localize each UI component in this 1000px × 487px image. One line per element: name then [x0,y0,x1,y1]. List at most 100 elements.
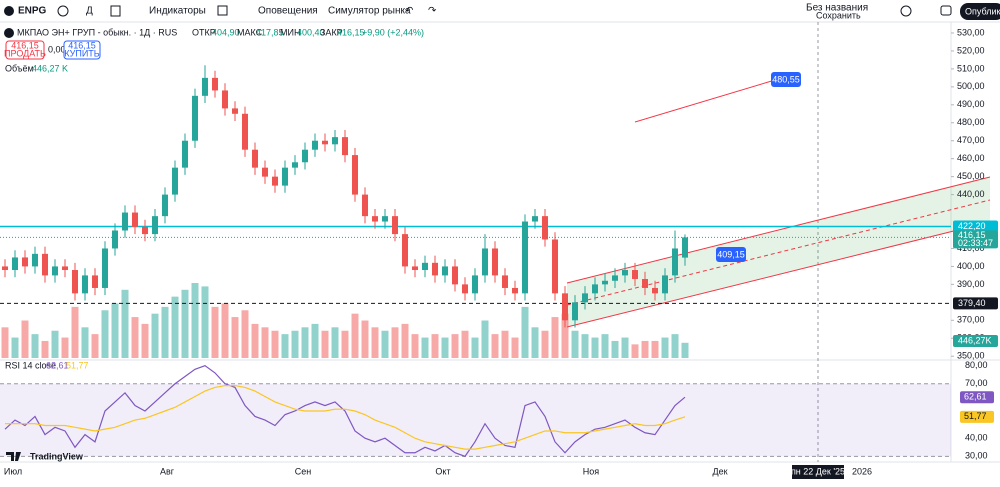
candle-body [632,270,638,279]
candle-body [552,239,558,294]
volume-bar [321,330,329,358]
symbol[interactable]: ENPG [18,6,47,17]
close: 416,15 [337,27,365,37]
redo[interactable]: ↷ [428,6,437,17]
candle-body [462,284,468,294]
candle-body [52,266,58,276]
sell-button[interactable] [5,40,45,60]
buy-price[interactable]: 416,15 [68,40,96,50]
channel-mid [566,199,991,306]
volume-bar [491,334,499,358]
settings[interactable] [900,5,912,17]
y-tick-label: 530,00 [957,27,985,37]
volume-bar [271,330,279,358]
rsi-tag [960,410,994,423]
volume-bar [671,334,679,358]
candle-body [662,275,668,294]
rsi-ma-value: 51,77 [66,360,89,370]
y-tick-label: 460,00 [957,153,985,163]
y-tick-label: 450,00 [957,171,985,181]
snapshot[interactable] [940,5,952,16]
volume-bar [561,313,569,358]
sell-price[interactable]: 416,15 [11,40,39,50]
channel-bottom [566,221,991,328]
indicators[interactable]: Индикаторы [149,6,206,17]
buy[interactable]: КУПИТЬ [64,48,99,58]
candle-body [392,216,398,235]
last-price-label: 416,15 [958,230,986,240]
candle-body [112,230,118,249]
volume-bar [291,330,299,358]
volume-bar [351,313,359,358]
close-label: ЗАКР [320,27,343,37]
rsi-ma-line [5,384,686,450]
save[interactable]: Сохранить [816,10,861,20]
volume-bar [101,310,109,358]
price-line-tag [953,297,998,310]
rsi-title: RSI 14 close [5,360,56,370]
volume-bar [481,320,489,358]
volume-bar [441,337,449,358]
candle-body [542,216,548,240]
volume-bar [581,334,589,358]
candle-body [12,257,18,271]
interval[interactable]: Д [86,6,93,17]
spread: 0,00 [48,44,66,54]
x-tick-label: Окт [435,466,450,476]
volume-bar [641,340,649,358]
volume-bar [341,330,349,358]
volume-bar [11,337,19,358]
candle-body [282,167,288,186]
volume-bar [471,337,479,358]
volume-bar [301,327,309,358]
replay[interactable]: Симулятор рынка [328,6,411,17]
volume-bar [241,310,249,358]
candle-body [342,137,348,156]
high-label: МАКС [237,27,263,37]
candle-body [682,237,688,258]
symbol-icon [4,6,14,16]
candle-body [562,293,568,321]
volume-bar [251,323,259,358]
rsi-value: 62,61 [46,360,69,370]
templates[interactable] [217,5,228,16]
x-tick-label: Ноя [583,466,600,476]
volume-bar [381,330,389,358]
volume-bar [371,327,379,358]
volume-bar [41,340,49,358]
open: 404,90 [212,27,240,37]
last-price-tag [953,230,998,249]
volume-bar [221,303,229,358]
candle-body [92,275,98,288]
undo[interactable]: ↶ [405,6,413,17]
layout-name[interactable]: Без названия [806,3,868,14]
buy-button[interactable] [63,40,101,60]
volume-tag-label: 446,27K [958,335,992,345]
volume-bar [461,330,469,358]
candle-body [232,108,238,114]
candle-body [382,216,388,222]
candle-body [572,302,578,321]
sell[interactable]: ПРОДАТЬ [4,48,46,58]
chart-type[interactable] [110,5,121,17]
candle-body [652,287,658,294]
candle-body [442,266,448,276]
candle-body [22,257,28,267]
candle-body [432,262,438,276]
price-line-tag [953,220,998,233]
candle-body [592,284,598,294]
publish[interactable]: Опубликов [965,6,1000,16]
candle-body [242,113,248,150]
volume-bar [661,337,669,358]
candle-body [582,293,588,303]
y-tick-label: 470,00 [957,135,985,145]
y-tick-label: 510,00 [957,63,985,73]
add-symbol[interactable] [57,5,69,17]
candle-body [262,167,268,177]
publish-button[interactable] [960,3,1000,20]
candle-body [62,266,68,271]
candle-body [352,155,358,195]
alerts[interactable]: Оповещения [258,6,318,17]
low-label: МИН [280,27,300,37]
